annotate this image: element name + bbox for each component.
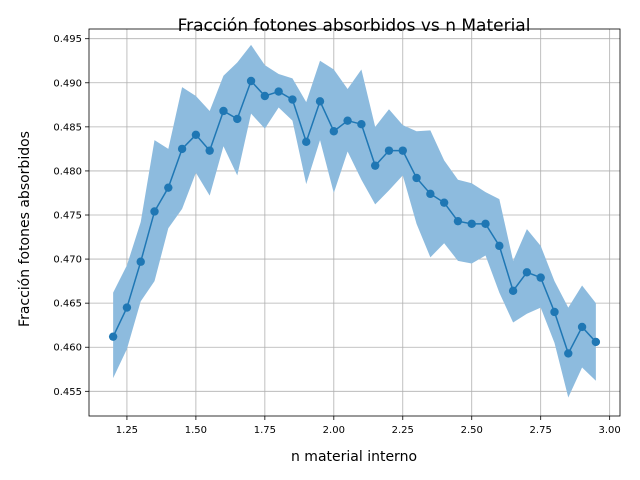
data-point: [412, 173, 421, 183]
data-point: [481, 219, 490, 229]
data-point: [233, 114, 242, 124]
data-point: [288, 95, 297, 104]
x-tick-label: 2.00: [323, 425, 345, 436]
x-tick-label: 2.50: [461, 425, 483, 436]
y-tick-label: 0.475: [53, 211, 82, 222]
y-axis-label: Fracción fotones absorbidos: [17, 131, 33, 327]
data-point: [439, 198, 449, 207]
data-point: [219, 106, 228, 116]
data-point: [150, 207, 159, 216]
data-point: [343, 116, 352, 125]
data-point: [398, 146, 407, 155]
x-tick-label: 1.25: [116, 425, 138, 436]
y-tick-label: 0.460: [53, 343, 82, 354]
data-point: [495, 241, 504, 251]
x-tick-label: 3.00: [599, 425, 621, 436]
data-point: [191, 130, 201, 139]
x-tick-label: 1.50: [185, 425, 207, 436]
data-point: [564, 349, 573, 358]
y-tick-label: 0.495: [53, 34, 82, 45]
plot-frame: [88, 28, 621, 417]
data-point: [177, 144, 187, 154]
data-point: [205, 146, 214, 155]
data-point: [246, 76, 256, 86]
data-point: [274, 87, 283, 96]
x-tick-label: 2.75: [530, 425, 552, 436]
y-tick-label: 0.470: [53, 255, 82, 266]
x-tick-label: 1.75: [254, 425, 276, 436]
data-point: [315, 97, 325, 106]
data-point: [522, 268, 532, 277]
y-tick-label: 0.490: [53, 78, 82, 89]
y-tick-label: 0.480: [53, 166, 82, 177]
data-point: [550, 307, 559, 317]
data-point: [577, 322, 587, 332]
y-tick-label: 0.485: [53, 122, 82, 133]
y-tick-label: 0.465: [53, 299, 82, 310]
data-point: [329, 127, 339, 136]
data-point: [260, 91, 270, 101]
confidence-band-group: [113, 44, 596, 398]
data-point: [536, 273, 545, 282]
data-point: [508, 286, 518, 296]
data-point: [591, 337, 601, 347]
data-point: [108, 332, 118, 341]
data-point: [136, 257, 145, 266]
data-point: [122, 303, 132, 312]
x-axis-label: n material interno: [291, 449, 417, 465]
data-point: [302, 137, 311, 147]
data-point: [426, 189, 435, 199]
data-point: [384, 146, 394, 155]
confidence-band: [113, 44, 596, 398]
ticks-group: 1.25 1.50 1.75 2.00 2.25 2.50 2.75 3.00 0.455 0.4…: [53, 34, 620, 436]
data-point: [164, 183, 173, 192]
series-group: [108, 76, 601, 358]
y-tick-label: 0.455: [53, 387, 82, 398]
data-point: [453, 216, 463, 226]
data-point: [370, 161, 380, 170]
data-point: [357, 120, 366, 129]
chart-title: Fracción fotones absorbidos vs n Materia…: [178, 16, 531, 36]
data-point: [467, 219, 476, 229]
x-tick-label: 2.25: [392, 425, 414, 436]
